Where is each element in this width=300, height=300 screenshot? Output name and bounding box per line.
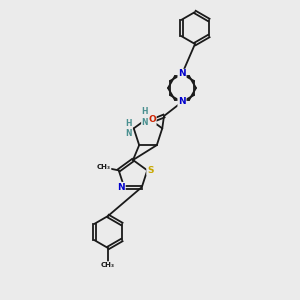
- Text: N: N: [117, 183, 125, 192]
- Text: O: O: [148, 116, 156, 124]
- Text: CH₃: CH₃: [97, 164, 111, 170]
- Text: H
N: H N: [142, 107, 148, 127]
- Text: CH₃: CH₃: [101, 262, 115, 268]
- Text: S: S: [147, 166, 154, 175]
- Text: H
N: H N: [125, 119, 132, 138]
- Text: N: N: [178, 70, 186, 79]
- Text: N: N: [178, 98, 186, 106]
